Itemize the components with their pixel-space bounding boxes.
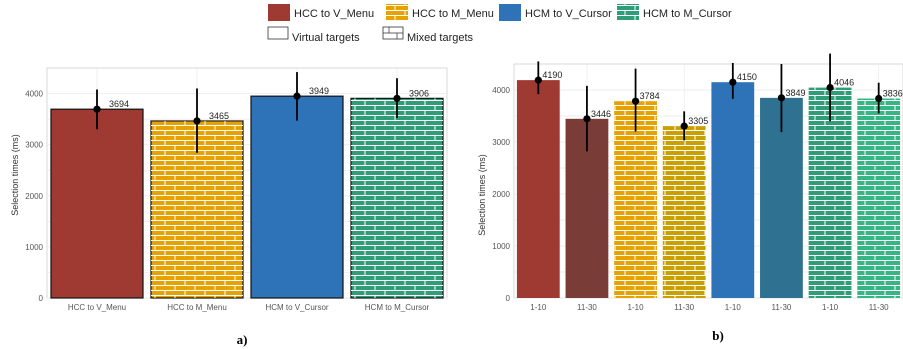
x-tick-label-4: 1-10 [725, 303, 742, 312]
value-label-1: 3446 [591, 109, 611, 119]
bar-4 [711, 82, 755, 298]
x-tick-label-1: HCC to M_Menu [167, 303, 227, 312]
bar-pattern-3 [662, 126, 706, 298]
mean-point-2 [293, 92, 301, 100]
value-label-2: 3784 [640, 91, 660, 101]
mean-point-4 [729, 78, 737, 86]
mean-point-3 [393, 94, 401, 102]
y-tick-label: 2000 [25, 192, 43, 201]
bar-pattern-6 [808, 87, 852, 298]
chart-panel-a: Selection times (ms) a) 0 1000 2000 3000 400… [10, 67, 448, 347]
mean-point-7 [875, 94, 883, 103]
y-tick-label: 1000 [492, 242, 510, 251]
x-tick-label-2: HCM to V_Cursor [265, 303, 328, 312]
bar-0 [50, 108, 144, 299]
legend-label-2: HCM to V_Cursor [525, 8, 612, 20]
bar-pattern-3 [351, 98, 443, 298]
legend-target-swatch-0 [267, 26, 289, 40]
chart-panel-b: Selection times (ms) b) 0 1000 2000 3000 400… [477, 53, 903, 343]
legend: HCC to V_Menu HCC to M_Menu HCM to V_Curso… [267, 4, 732, 44]
bar-pattern-2 [614, 101, 657, 299]
x-tick-label-7: 11-30 [869, 303, 889, 312]
legend-swatch-0 [268, 4, 290, 21]
y-tick-label: 3000 [25, 141, 43, 150]
y-axis-label-b: Selection times (ms) [477, 154, 487, 236]
x-tick-label-0: 1-10 [530, 303, 547, 312]
legend-label-0: HCC to V_Menu [294, 8, 374, 20]
value-label-2: 3949 [309, 86, 329, 96]
panel-label-b: b) [712, 328, 724, 343]
x-tick-label-2: 1-10 [628, 303, 645, 312]
legend-swatch-pattern-3 [617, 4, 639, 21]
value-label-1: 3465 [209, 111, 229, 121]
bar-0 [516, 80, 560, 299]
x-tick-label-1: 11-30 [577, 303, 597, 312]
legend-target-pattern-1 [383, 27, 403, 39]
value-label-3: 3305 [688, 116, 708, 126]
mean-point-1 [193, 117, 201, 125]
value-label-0: 4190 [542, 70, 562, 80]
value-label-6: 4046 [834, 78, 854, 88]
legend-swatch-pattern-1 [386, 4, 408, 21]
y-tick-label: 0 [39, 294, 44, 303]
y-tick-label: 3000 [492, 138, 510, 147]
value-label-0: 3694 [109, 99, 129, 109]
x-tick-label-3: HCM to M_Cursor [365, 303, 430, 312]
legend-label-1: HCC to M_Menu [412, 8, 494, 20]
mean-point-0 [93, 105, 101, 113]
legend-swatch-2 [499, 4, 521, 21]
x-tick-label-0: HCC to V_Menu [68, 303, 126, 312]
x-tick-label-6: 1-10 [822, 303, 839, 312]
bar-2 [250, 95, 344, 299]
y-tick-label: 0 [506, 294, 511, 303]
y-tick-label: 4000 [25, 90, 43, 99]
mean-point-0 [534, 76, 542, 84]
value-label-4: 4150 [737, 72, 757, 82]
x-tick-label-5: 11-30 [772, 303, 792, 312]
legend-label-3: HCM to M_Cursor [643, 8, 732, 20]
mean-point-1 [583, 115, 591, 123]
y-tick-label: 1000 [25, 243, 43, 252]
x-tick-label-3: 11-30 [674, 303, 694, 312]
y-tick-label: 4000 [492, 86, 510, 95]
value-label-3: 3906 [409, 88, 429, 98]
legend-target-label-1: Mixed targets [407, 32, 474, 44]
y-tick-label: 2000 [492, 190, 510, 199]
mean-point-3 [680, 122, 688, 130]
mean-point-5 [777, 94, 786, 102]
panel-label-a: a) [237, 332, 248, 347]
mean-point-2 [631, 97, 640, 105]
y-axis-label-a: Selection times (ms) [10, 134, 20, 216]
bar-pattern-7 [857, 98, 901, 298]
mean-point-6 [826, 84, 834, 92]
value-label-7: 3836 [883, 89, 903, 99]
legend-target-label-0: Virtual targets [292, 32, 360, 44]
value-label-5: 3849 [785, 88, 805, 98]
